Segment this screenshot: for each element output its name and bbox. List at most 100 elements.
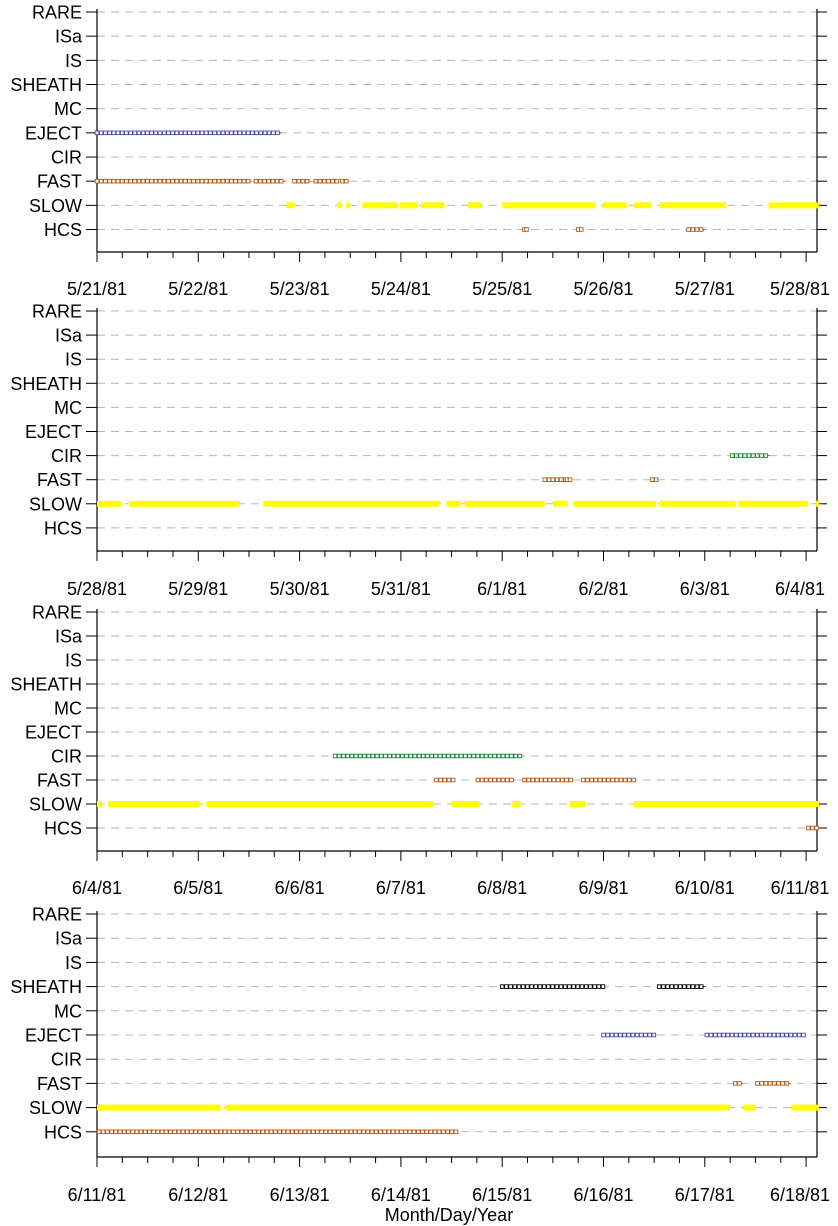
point-fast	[622, 777, 628, 783]
point-hcs	[289, 1129, 295, 1135]
point-hcs	[415, 1129, 421, 1135]
point-hcs	[357, 1129, 362, 1135]
point-cir	[404, 753, 409, 759]
point-hcs	[147, 1129, 152, 1135]
point-eject	[245, 130, 251, 136]
point-fast	[522, 777, 527, 783]
point-eject	[229, 130, 234, 136]
point-hcs	[252, 1129, 257, 1135]
x-tick-label: 5/21/81	[67, 279, 127, 299]
point-eject	[170, 130, 175, 136]
point-hcs	[319, 1129, 324, 1135]
point-eject	[187, 130, 192, 136]
point-cir	[475, 753, 481, 759]
point-fast	[653, 477, 659, 482]
point-sheath	[665, 984, 670, 989]
x-tick-label: 6/17/81	[675, 1185, 735, 1205]
point-hcs	[449, 1129, 455, 1135]
point-hcs	[193, 1129, 198, 1135]
point-fast	[191, 178, 196, 184]
point-fast	[580, 777, 586, 783]
point-eject	[115, 130, 121, 136]
point-eject	[241, 130, 247, 136]
point-hcs	[315, 1129, 320, 1135]
x-tick-label: 5/28/81	[770, 279, 830, 299]
point-cir	[496, 753, 502, 759]
point-eject	[767, 1032, 773, 1038]
point-sheath	[677, 984, 683, 989]
point-hcs	[222, 1129, 228, 1135]
bar-slow	[129, 500, 239, 507]
point-fast	[128, 178, 133, 184]
point-cir	[467, 753, 472, 759]
y-tick-label-fast: FAST	[37, 470, 82, 490]
point-fast	[145, 178, 150, 184]
panel-4: RARE ISa IS SHEATH MC EJECT CIR FAST SLOW HCS 6/11…	[10, 905, 830, 1206]
point-hcs	[432, 1129, 438, 1135]
x-tick-label: 6/14/81	[371, 1185, 431, 1205]
point-fast	[539, 777, 544, 783]
point-cir	[366, 753, 371, 759]
point-cir	[750, 453, 756, 458]
point-hcs	[403, 1129, 408, 1135]
point-hcs	[386, 1129, 392, 1135]
point-cir	[446, 753, 451, 759]
points-fast	[580, 777, 636, 783]
point-hcs	[260, 1129, 266, 1135]
point-sheath	[575, 984, 581, 989]
x-tick-label: 6/16/81	[573, 1185, 633, 1205]
y-tick-label-isa: ISa	[55, 27, 83, 47]
point-eject	[780, 1032, 785, 1038]
point-cir	[391, 753, 397, 759]
point-hcs	[694, 227, 700, 232]
point-sheath	[533, 984, 539, 989]
point-sheath	[546, 984, 551, 989]
y-tick-label-cir: CIR	[51, 747, 82, 767]
point-eject	[643, 1032, 648, 1038]
x-tick-label: 6/11/81	[771, 878, 830, 898]
bar-slow	[816, 500, 820, 507]
point-hcs	[373, 1129, 379, 1135]
point-hcs	[247, 1129, 253, 1135]
point-fast	[763, 1081, 769, 1086]
bar-slow	[743, 1104, 756, 1111]
point-eject	[128, 130, 133, 136]
y-tick-label-mc: MC	[54, 1001, 82, 1021]
point-hcs	[453, 1129, 459, 1135]
point-eject	[208, 130, 213, 136]
point-fast	[479, 777, 485, 783]
point-eject	[166, 130, 171, 136]
x-tick-label: 5/23/81	[270, 279, 330, 299]
bar-slow	[225, 1104, 731, 1111]
point-eject	[729, 1032, 735, 1038]
point-fast	[509, 777, 514, 783]
point-sheath	[529, 984, 534, 989]
points-hcs	[96, 1129, 459, 1135]
bar-slow	[552, 500, 568, 507]
point-eject	[618, 1032, 623, 1038]
point-fast	[166, 178, 171, 184]
point-sheath	[656, 984, 662, 989]
x-tick-label: 5/25/81	[472, 279, 532, 299]
point-fast	[237, 178, 243, 184]
point-hcs	[698, 227, 704, 232]
point-hcs	[214, 1129, 219, 1135]
point-fast	[589, 777, 594, 783]
point-fast	[546, 477, 552, 482]
y-tick-label-is: IS	[65, 953, 82, 973]
point-hcs	[168, 1129, 173, 1135]
x-tick-label: 6/10/81	[675, 878, 735, 898]
y-tick-label-isa: ISa	[55, 627, 83, 647]
point-hcs	[117, 1129, 123, 1135]
point-eject	[212, 130, 217, 136]
point-cir	[458, 753, 464, 759]
point-fast	[233, 178, 238, 184]
point-fast	[585, 777, 590, 783]
x-tick-label: 6/8/81	[477, 878, 527, 898]
point-hcs	[226, 1129, 232, 1135]
point-sheath	[550, 984, 555, 989]
point-fast	[759, 1081, 764, 1086]
point-sheath	[669, 984, 675, 989]
point-hcs	[273, 1129, 278, 1135]
point-hcs	[180, 1129, 186, 1135]
